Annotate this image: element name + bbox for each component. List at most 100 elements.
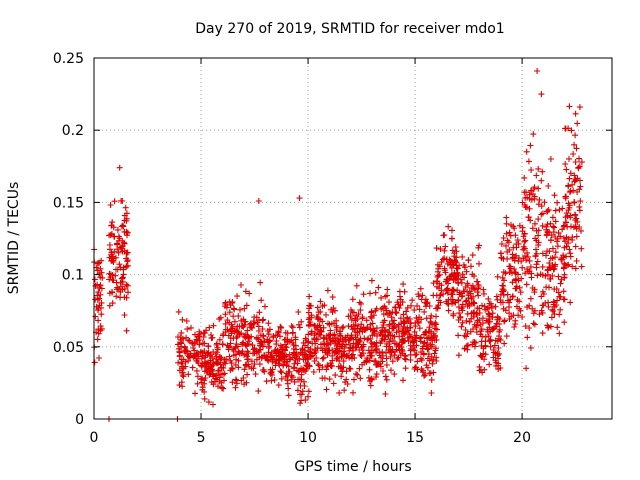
data-point	[271, 377, 278, 383]
data-point	[373, 325, 380, 332]
data-point	[383, 376, 390, 383]
data-point	[213, 372, 220, 379]
data-point	[563, 166, 570, 173]
data-point	[573, 225, 580, 232]
data-point	[450, 276, 457, 283]
data-point	[418, 366, 425, 372]
data-point	[115, 249, 122, 256]
data-point	[392, 304, 398, 311]
data-point	[317, 298, 324, 305]
data-point	[497, 299, 504, 306]
data-point	[330, 380, 337, 387]
data-point	[254, 350, 260, 356]
data-point	[199, 340, 206, 347]
data-point	[98, 325, 105, 332]
data-point	[578, 263, 585, 270]
data-point	[458, 305, 465, 312]
data-point	[117, 244, 124, 251]
data-point	[299, 346, 306, 353]
data-point	[118, 223, 125, 230]
data-point	[398, 338, 405, 344]
data-point	[485, 304, 491, 311]
data-point	[265, 320, 272, 327]
data-point	[404, 304, 411, 311]
data-point	[358, 321, 365, 328]
data-point	[112, 272, 119, 279]
data-point	[200, 352, 206, 359]
data-point	[350, 340, 357, 347]
data-point	[479, 302, 485, 309]
data-point	[222, 360, 229, 367]
data-point	[573, 145, 580, 152]
data-point	[308, 330, 315, 337]
data-point	[423, 328, 430, 335]
data-point	[422, 329, 429, 336]
data-point	[475, 244, 482, 251]
data-point	[323, 386, 330, 393]
data-point	[400, 377, 406, 384]
data-point	[523, 189, 529, 196]
data-point	[315, 361, 322, 367]
data-point	[482, 334, 489, 340]
data-point	[558, 255, 565, 262]
data-point	[305, 338, 312, 345]
data-point	[435, 272, 442, 279]
data-point	[572, 159, 579, 165]
data-point	[367, 335, 374, 342]
data-point	[344, 381, 351, 387]
data-point	[536, 311, 543, 318]
data-point	[430, 280, 437, 287]
data-point	[255, 198, 262, 204]
data-point	[241, 352, 248, 358]
data-point	[575, 164, 582, 171]
data-point	[554, 243, 561, 250]
data-point	[571, 199, 578, 205]
data-point	[277, 342, 284, 349]
data-point	[371, 328, 378, 335]
data-point	[314, 316, 321, 323]
data-point	[577, 177, 583, 184]
data-point	[428, 390, 435, 396]
data-point	[273, 341, 280, 348]
data-point	[288, 323, 295, 329]
data-point	[305, 388, 312, 395]
data-point	[446, 275, 453, 282]
data-point	[351, 354, 358, 361]
data-point	[363, 317, 370, 324]
data-point	[544, 208, 551, 215]
data-point	[255, 323, 262, 330]
data-point	[216, 336, 223, 343]
data-point	[244, 327, 251, 334]
data-point	[233, 341, 240, 347]
data-point	[310, 369, 317, 375]
data-point	[236, 323, 243, 330]
data-point	[539, 250, 546, 257]
data-point	[538, 177, 545, 184]
data-point	[500, 235, 507, 241]
data-point	[97, 282, 104, 289]
data-point	[437, 246, 444, 253]
data-point	[577, 198, 584, 205]
data-point	[442, 243, 449, 250]
data-point	[514, 237, 521, 244]
data-point	[341, 351, 348, 358]
data-point	[567, 212, 574, 219]
data-point	[523, 365, 530, 372]
data-point	[548, 237, 554, 244]
data-point	[199, 386, 206, 393]
data-point	[426, 324, 433, 331]
data-point	[450, 310, 457, 317]
data-point	[572, 243, 579, 250]
data-point	[316, 331, 323, 338]
data-point	[356, 338, 363, 345]
data-point	[206, 324, 213, 331]
data-point	[256, 309, 263, 316]
data-point	[419, 292, 426, 299]
data-point	[369, 320, 376, 327]
data-point	[248, 358, 255, 365]
data-point	[117, 264, 124, 271]
data-point	[433, 278, 440, 285]
data-point	[511, 324, 518, 330]
data-point	[230, 313, 237, 320]
data-point	[412, 352, 419, 359]
